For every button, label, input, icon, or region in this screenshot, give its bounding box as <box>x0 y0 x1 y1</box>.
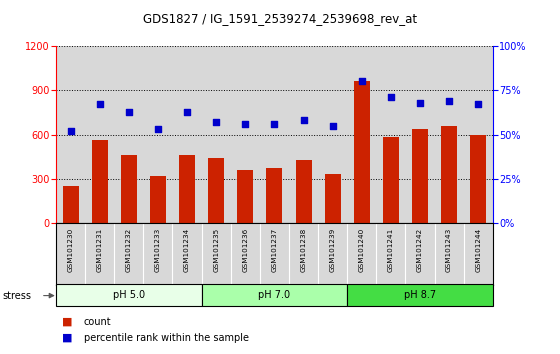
Text: GSM101234: GSM101234 <box>184 228 190 272</box>
Text: pH 5.0: pH 5.0 <box>113 290 145 300</box>
Text: GSM101231: GSM101231 <box>97 228 102 272</box>
Point <box>328 123 337 129</box>
Bar <box>56 284 202 306</box>
Bar <box>150 176 166 223</box>
Bar <box>92 140 108 223</box>
Text: GSM101235: GSM101235 <box>213 228 219 272</box>
Bar <box>354 81 370 223</box>
Text: GSM101243: GSM101243 <box>446 228 452 272</box>
Point <box>241 121 250 127</box>
Text: GSM101233: GSM101233 <box>155 228 161 272</box>
Point <box>474 102 483 107</box>
Bar <box>383 137 399 223</box>
Bar <box>121 155 137 223</box>
Text: stress: stress <box>3 291 32 301</box>
Point <box>95 102 104 107</box>
Point <box>445 98 454 104</box>
Text: percentile rank within the sample: percentile rank within the sample <box>84 333 249 343</box>
Bar <box>63 186 78 223</box>
Text: GSM101241: GSM101241 <box>388 228 394 272</box>
Point <box>212 119 221 125</box>
Point <box>153 126 162 132</box>
Text: ■: ■ <box>62 317 72 327</box>
Point <box>183 109 192 114</box>
Bar <box>179 155 195 223</box>
Text: GSM101239: GSM101239 <box>330 228 335 272</box>
Bar <box>267 169 282 223</box>
Text: count: count <box>84 317 111 327</box>
Text: GSM101232: GSM101232 <box>126 228 132 272</box>
Text: GSM101236: GSM101236 <box>242 228 248 272</box>
Point <box>386 95 395 100</box>
Text: GSM101244: GSM101244 <box>475 228 481 272</box>
Point <box>357 79 366 84</box>
Text: pH 7.0: pH 7.0 <box>258 290 291 300</box>
Text: GDS1827 / IG_1591_2539274_2539698_rev_at: GDS1827 / IG_1591_2539274_2539698_rev_at <box>143 12 417 25</box>
Text: pH 8.7: pH 8.7 <box>404 290 436 300</box>
Bar <box>412 129 428 223</box>
Text: GSM101230: GSM101230 <box>68 228 73 272</box>
Bar <box>296 160 311 223</box>
Bar <box>208 158 224 223</box>
Point <box>416 100 424 105</box>
Bar <box>237 170 253 223</box>
Text: GSM101242: GSM101242 <box>417 228 423 272</box>
Bar <box>347 284 493 306</box>
Text: GSM101240: GSM101240 <box>359 228 365 272</box>
Text: ■: ■ <box>62 333 72 343</box>
Bar <box>325 175 340 223</box>
Bar <box>202 284 347 306</box>
Point <box>66 128 75 134</box>
Point <box>270 121 279 127</box>
Text: GSM101238: GSM101238 <box>301 228 306 272</box>
Text: GSM101237: GSM101237 <box>272 228 277 272</box>
Point <box>124 109 133 114</box>
Bar <box>441 126 457 223</box>
Point <box>299 118 308 123</box>
Bar <box>470 135 486 223</box>
